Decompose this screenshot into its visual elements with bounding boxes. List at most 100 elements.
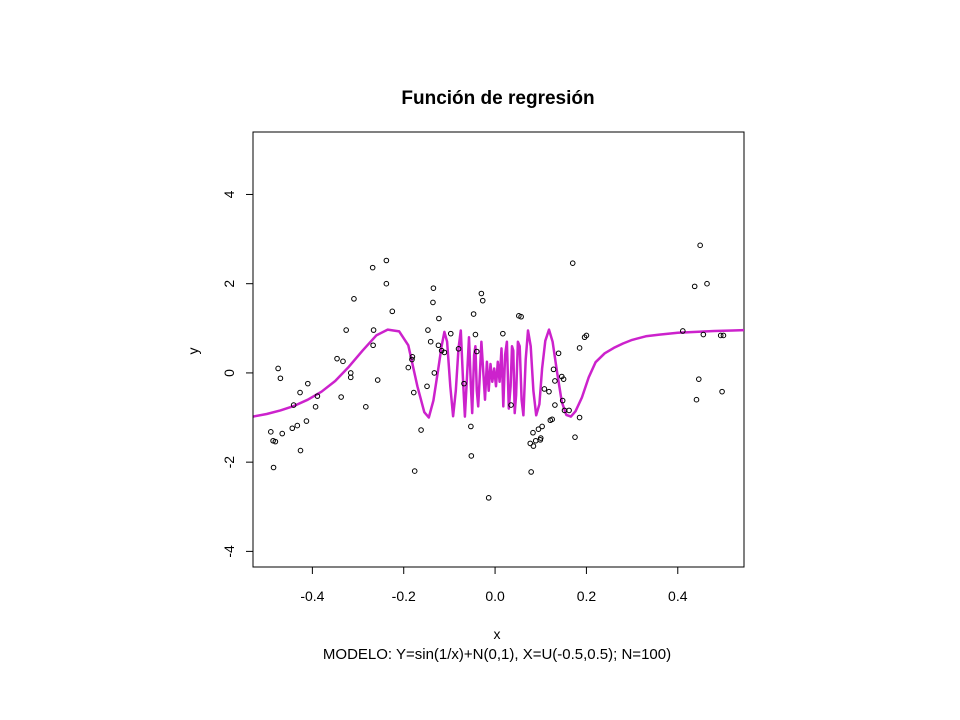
data-point [468, 423, 474, 430]
y-axis: -4 -2 0 2 4 [221, 190, 254, 558]
data-point [411, 468, 418, 474]
data-point [297, 389, 303, 396]
data-point [555, 350, 562, 357]
data-point [425, 327, 431, 333]
data-point [351, 296, 357, 302]
data-point [289, 425, 296, 432]
data-point [535, 426, 542, 432]
y-tick-label: -4 [221, 545, 237, 558]
data-point [340, 358, 346, 365]
data-point [338, 394, 344, 400]
data-point [468, 453, 475, 459]
plot-frame [252, 131, 745, 568]
data-point [294, 422, 301, 429]
data-point [559, 397, 566, 404]
plot-area [252, 131, 745, 568]
data-point [549, 416, 555, 423]
data-point [270, 464, 277, 471]
data-point [576, 414, 583, 421]
data-point [347, 374, 354, 381]
data-point [410, 389, 417, 396]
data-point [704, 280, 710, 287]
data-point [268, 429, 274, 435]
data-point [441, 349, 448, 356]
data-point [479, 297, 486, 304]
data-point [700, 331, 707, 338]
x-tick-label: -0.4 [300, 588, 324, 604]
data-point [679, 328, 686, 334]
data-point [418, 427, 424, 433]
data-point [478, 290, 485, 297]
data-point [461, 380, 467, 387]
data-point [303, 418, 310, 424]
data-point [383, 280, 390, 287]
regression-line-layer [252, 328, 745, 419]
data-point [717, 332, 724, 339]
data-point [279, 430, 286, 437]
data-point [431, 370, 438, 376]
model-subtitle: MODELO: Y=sin(1/x)+N(0,1), X=U(-0.5,0.5)… [323, 646, 671, 663]
data-point [347, 370, 354, 376]
x-tick-label: 0.0 [485, 588, 505, 604]
data-point [363, 404, 369, 410]
data-point [537, 435, 544, 441]
data-point [518, 313, 524, 320]
data-point [272, 438, 279, 445]
chart-title: Función de regresión [401, 88, 594, 109]
data-point [370, 342, 376, 349]
data-point [532, 437, 539, 444]
data-point [427, 338, 434, 345]
x-axis-label: x [494, 626, 501, 642]
data-point [550, 366, 557, 373]
data-point [314, 393, 321, 399]
data-point [528, 469, 534, 475]
data-point [447, 330, 454, 337]
data-point [583, 332, 590, 339]
data-point [435, 342, 442, 349]
data-point [569, 260, 576, 266]
data-point [369, 264, 376, 271]
y-axis-label: y [185, 348, 201, 355]
x-tick-label: 0.2 [577, 588, 597, 604]
data-point [424, 383, 430, 390]
data-point [719, 388, 725, 395]
data-point [312, 404, 319, 410]
y-tick-label: 2 [221, 280, 237, 288]
data-point [334, 355, 340, 362]
data-point [485, 495, 492, 501]
data-point [297, 447, 304, 454]
data-point [290, 402, 297, 408]
data-point [560, 376, 567, 382]
data-point [277, 375, 284, 382]
data-point [530, 443, 537, 449]
data-point [389, 308, 396, 315]
data-points-layer [268, 242, 727, 501]
data-point [343, 327, 349, 333]
data-point [552, 402, 558, 408]
data-point [500, 330, 506, 337]
x-tick-label: -0.2 [392, 588, 416, 604]
data-point [566, 407, 572, 414]
regression-line [252, 328, 745, 419]
data-point [576, 345, 583, 351]
data-point [455, 346, 462, 352]
x-tick-label: 0.4 [668, 588, 688, 604]
data-point [430, 299, 436, 306]
data-point [530, 429, 536, 436]
x-axis: -0.4 -0.2 0.0 0.2 0.4 [300, 566, 688, 604]
data-point [508, 402, 514, 408]
data-point [691, 283, 698, 290]
data-point [527, 440, 534, 447]
data-point [436, 315, 442, 322]
data-point [470, 311, 477, 317]
data-point [409, 356, 415, 363]
data-point [430, 285, 437, 291]
data-point [370, 327, 377, 333]
y-tick-label: 0 [221, 369, 237, 377]
y-tick-label: -2 [221, 456, 237, 469]
data-point [305, 380, 311, 387]
data-point [572, 434, 578, 440]
data-point [720, 332, 727, 339]
data-point [695, 376, 702, 382]
